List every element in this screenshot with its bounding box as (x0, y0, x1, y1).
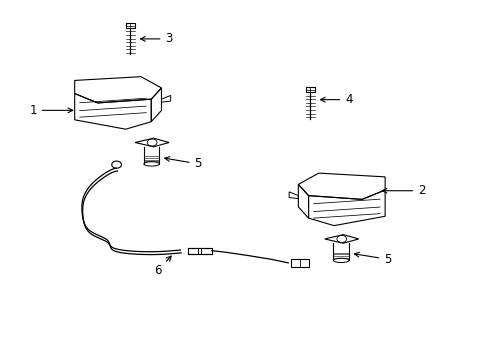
Text: 4: 4 (320, 93, 352, 106)
Bar (125, 23, 134, 28)
Text: 6: 6 (154, 256, 171, 276)
Text: 2: 2 (382, 184, 425, 197)
Bar (187, 248, 198, 254)
Bar (290, 259, 308, 267)
Bar (201, 248, 211, 254)
Bar (305, 87, 314, 93)
Text: 5: 5 (164, 157, 202, 170)
Text: 3: 3 (140, 32, 172, 45)
Text: 1: 1 (29, 104, 73, 117)
Text: 5: 5 (354, 252, 391, 266)
